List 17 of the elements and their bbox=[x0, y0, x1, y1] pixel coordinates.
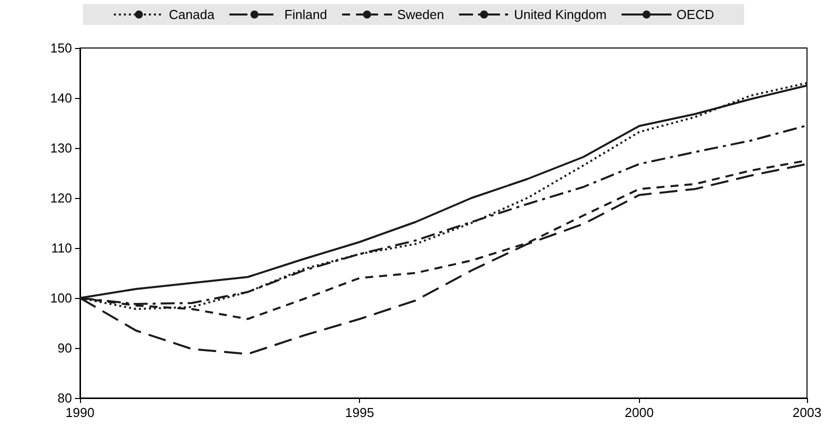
y-tick-label: 110 bbox=[51, 240, 72, 256]
legend-label: OECD bbox=[676, 7, 714, 22]
y-tick-label: 150 bbox=[50, 40, 72, 56]
y-tick-label: 90 bbox=[58, 340, 72, 356]
legend-label: Finland bbox=[284, 7, 328, 22]
legend-label: Canada bbox=[168, 7, 216, 22]
y-tick-label: 100 bbox=[50, 290, 72, 306]
legend-label: Sweden bbox=[397, 7, 444, 22]
y-tick-label: 140 bbox=[50, 90, 72, 106]
x-tick-label: 2003 bbox=[792, 405, 822, 420]
legend-label: United Kingdom bbox=[514, 7, 607, 22]
y-tick-label: 80 bbox=[58, 390, 72, 406]
x-tick-label: 2000 bbox=[624, 405, 654, 420]
y-tick-label: 130 bbox=[50, 140, 72, 156]
x-tick-label: 1995 bbox=[345, 405, 374, 420]
y-tick-label: 120 bbox=[50, 190, 72, 206]
x-tick-label: 1990 bbox=[66, 405, 94, 420]
